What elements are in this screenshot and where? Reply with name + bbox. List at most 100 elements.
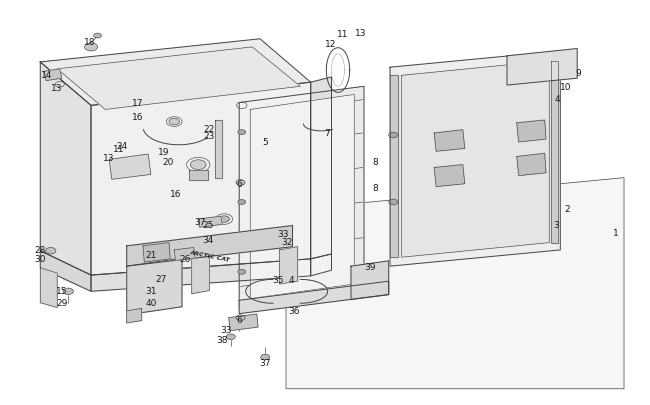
Polygon shape <box>390 52 560 266</box>
Polygon shape <box>507 49 577 86</box>
Circle shape <box>261 354 270 360</box>
Text: 12: 12 <box>324 40 336 49</box>
Text: 22: 22 <box>203 124 215 133</box>
Text: 11: 11 <box>112 145 124 153</box>
Polygon shape <box>192 256 209 294</box>
Polygon shape <box>402 62 549 258</box>
Text: 10: 10 <box>560 83 571 92</box>
Text: 23: 23 <box>203 131 215 140</box>
Text: 13: 13 <box>51 84 63 93</box>
Circle shape <box>169 119 179 126</box>
Polygon shape <box>434 130 465 152</box>
Text: 39: 39 <box>365 262 376 271</box>
Polygon shape <box>40 40 311 106</box>
Circle shape <box>190 160 206 170</box>
Text: 17: 17 <box>132 99 144 108</box>
Text: 29: 29 <box>56 298 68 307</box>
Text: 21: 21 <box>145 251 157 260</box>
Polygon shape <box>40 268 57 308</box>
Polygon shape <box>239 281 389 314</box>
Text: 37: 37 <box>194 217 206 226</box>
Polygon shape <box>127 226 292 266</box>
Text: 16: 16 <box>132 113 144 122</box>
Circle shape <box>219 216 229 223</box>
Circle shape <box>46 248 56 254</box>
Circle shape <box>238 200 246 205</box>
Text: 36: 36 <box>288 307 300 315</box>
Text: 15: 15 <box>56 286 68 295</box>
Circle shape <box>226 334 235 340</box>
Polygon shape <box>286 178 624 389</box>
Text: 33: 33 <box>220 326 232 335</box>
Polygon shape <box>239 87 364 307</box>
Circle shape <box>238 130 246 135</box>
Text: 30: 30 <box>34 254 46 263</box>
Circle shape <box>389 200 398 205</box>
Polygon shape <box>198 217 222 228</box>
Text: 4: 4 <box>555 95 560 104</box>
Text: 9: 9 <box>576 68 581 77</box>
Text: 31: 31 <box>145 286 157 295</box>
Polygon shape <box>44 70 62 81</box>
Text: 6: 6 <box>237 180 242 189</box>
Polygon shape <box>188 170 208 180</box>
Polygon shape <box>250 95 354 299</box>
Text: 33: 33 <box>277 230 289 239</box>
Text: 11: 11 <box>337 30 349 39</box>
Polygon shape <box>214 121 222 178</box>
Polygon shape <box>91 83 311 275</box>
Text: 26: 26 <box>179 254 191 263</box>
Polygon shape <box>127 309 142 323</box>
Polygon shape <box>143 243 170 262</box>
Text: 1: 1 <box>614 228 619 237</box>
Text: 13: 13 <box>103 153 115 162</box>
Circle shape <box>84 44 98 52</box>
Polygon shape <box>40 63 91 275</box>
Circle shape <box>236 180 245 186</box>
Text: 8: 8 <box>373 158 378 166</box>
Text: 25: 25 <box>202 220 214 229</box>
Polygon shape <box>351 261 389 300</box>
Text: 20: 20 <box>162 158 174 166</box>
Polygon shape <box>127 258 182 315</box>
Text: 37: 37 <box>259 358 271 367</box>
Text: 6: 6 <box>237 315 242 324</box>
Circle shape <box>389 133 398 139</box>
Polygon shape <box>434 165 465 187</box>
Text: 35: 35 <box>272 276 284 285</box>
Circle shape <box>63 288 73 295</box>
Text: 34: 34 <box>202 235 214 244</box>
Text: 28: 28 <box>34 246 46 255</box>
Text: 40: 40 <box>145 298 157 307</box>
Polygon shape <box>280 247 298 284</box>
Text: 18: 18 <box>84 38 96 47</box>
Text: 14: 14 <box>41 70 53 79</box>
Text: 38: 38 <box>216 335 228 344</box>
Text: 4: 4 <box>289 275 294 284</box>
Text: 2: 2 <box>564 204 569 213</box>
Polygon shape <box>311 254 332 276</box>
Text: 8: 8 <box>373 184 378 193</box>
Polygon shape <box>229 314 258 331</box>
Polygon shape <box>57 48 300 110</box>
Polygon shape <box>517 154 546 176</box>
Text: 27: 27 <box>155 274 167 283</box>
Polygon shape <box>390 76 398 258</box>
Text: 5: 5 <box>263 137 268 146</box>
Text: 3: 3 <box>553 220 558 229</box>
Polygon shape <box>551 62 558 243</box>
Text: 24: 24 <box>116 141 128 150</box>
Circle shape <box>236 315 245 321</box>
Text: 13: 13 <box>355 29 367 38</box>
Polygon shape <box>174 248 195 261</box>
Text: 16: 16 <box>170 190 181 199</box>
Text: 32: 32 <box>281 238 293 247</box>
Text: ARCTIC CAT: ARCTIC CAT <box>188 249 230 262</box>
Text: 7: 7 <box>324 129 330 138</box>
Circle shape <box>94 34 101 39</box>
Polygon shape <box>311 78 332 259</box>
Polygon shape <box>40 251 91 292</box>
Polygon shape <box>91 259 311 292</box>
Text: 19: 19 <box>158 147 170 156</box>
Polygon shape <box>109 155 151 180</box>
